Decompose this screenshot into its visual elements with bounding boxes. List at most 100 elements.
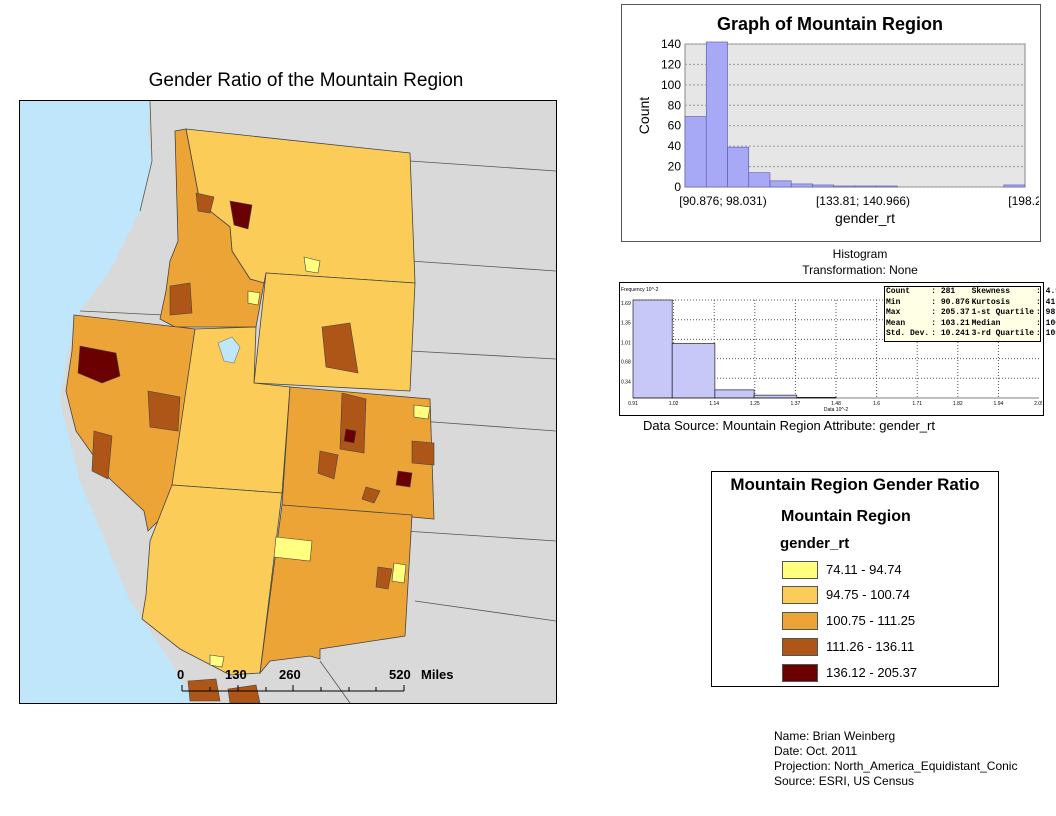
x-axis-label: Data 10^-2	[824, 407, 849, 413]
stat-cell: 1-st Quartile	[971, 308, 1035, 317]
legend-title: Mountain Region Gender Ratio	[730, 475, 980, 494]
stat-cell: : 10.241	[931, 329, 970, 338]
state-arizona	[141, 484, 283, 676]
stat-cell: Kurtosis	[971, 297, 1011, 307]
data-source: Data Source: Mountain Region Attribute: …	[643, 418, 935, 433]
y-tick-label: 140	[661, 37, 681, 51]
histogram-bar	[714, 389, 755, 399]
stat-cell: Median	[971, 318, 1001, 328]
map-title: Gender Ratio of the Mountain Region	[148, 70, 464, 91]
x-tick-label: 1.82	[953, 401, 963, 407]
stat-cell: 3-rd Quartile	[971, 329, 1035, 338]
stat-cell: : 105.01	[1036, 329, 1056, 338]
x-tick-label: 1.6	[873, 401, 880, 407]
x-tick-label: [133.81; 140.966)	[816, 194, 910, 208]
stat-cell: Std. Dev.	[886, 329, 930, 338]
legend-item-label: 111.26 - 136.11	[826, 639, 915, 654]
legend: Mountain Region Gender Ratio Mountain Re…	[711, 471, 999, 687]
y-tick-label: 1.35	[621, 321, 631, 327]
legend-item-label: 94.75 - 100.74	[826, 587, 910, 602]
great-salt-lake	[217, 336, 241, 364]
legend-swatch	[782, 664, 818, 682]
histogram-bar	[671, 343, 716, 399]
credit-source: Source: ESRI, US Census	[774, 774, 915, 788]
histogram-title: Graph of Mountain Region	[717, 14, 943, 34]
y-tick-label: 120	[661, 57, 681, 71]
histogram-bar	[748, 172, 771, 188]
stat-cell: : 100.82	[1036, 318, 1056, 328]
y-tick-label: 0.34	[621, 379, 631, 385]
x-tick-label: 1.48	[831, 401, 841, 407]
stat-row: Max: 205.371-st Quartile: 98.052	[885, 308, 1056, 319]
statistics-box: Count: 281 Skewness: 4.9025 Min: 90.876Kur…	[884, 286, 1056, 342]
y-axis-label: Count	[636, 97, 652, 134]
stat-cell: Skewness	[971, 287, 1011, 296]
x-tick-label: 1.37	[791, 401, 801, 407]
legend-item-label: 74.11 - 94.74	[826, 562, 902, 577]
histogram-bar	[705, 41, 728, 188]
y-tick-label: 1.69	[621, 301, 631, 307]
stat-cell: : 98.052	[1036, 308, 1056, 317]
histogram-chart: 0 20 40 60 80 100 120 140 Count [90.876; 98.031) […	[636, 37, 1039, 226]
y-axis-label: Frequency 10^-2	[621, 287, 659, 293]
x-tick-label: 0.91	[628, 401, 638, 407]
x-tick-label: [90.876; 98.031)	[679, 194, 766, 208]
scale-unit: Miles	[421, 667, 454, 682]
stat-cell: : 205.37	[931, 308, 970, 317]
x-tick-label: 1.94	[994, 401, 1004, 407]
x-tick-label: 1.02	[669, 401, 679, 407]
transformation-label: Transformation: None	[802, 263, 918, 277]
scale-tick-260: 260	[279, 667, 301, 682]
x-tick-label: 2.05	[1034, 401, 1042, 407]
histogram-bar	[790, 183, 813, 188]
credit-name: Name: Brian Weinberg	[774, 729, 896, 743]
legend-item-label: 136.12 - 205.37	[826, 665, 918, 680]
histogram-subtitle: Histogram	[832, 247, 888, 261]
y-tick-label: 20	[668, 160, 682, 174]
frequency-histogram-chart: 0.91 1.02 1.14 1.25 1.37 1.48 1.6 1.71 1.82 1.94 2…	[621, 287, 1042, 413]
y-tick-label: 100	[661, 78, 681, 92]
stat-cell: : 90.876	[931, 297, 970, 307]
x-tick-label: 1.71	[912, 401, 922, 407]
legend-swatch	[782, 561, 818, 579]
county-highlights	[77, 192, 435, 703]
stat-cell: Count	[886, 287, 911, 296]
map-frame: 0 130 260 520 Miles	[19, 100, 557, 704]
pacific-ocean	[20, 101, 195, 703]
histogram-bar	[753, 394, 798, 399]
legend-item-label: 100.75 - 111.25	[826, 613, 916, 628]
state-new-mexico	[259, 504, 413, 675]
choropleth-map	[20, 101, 556, 703]
y-tick-label: 40	[668, 139, 682, 153]
histogram-bar	[727, 146, 750, 188]
legend-swatch	[782, 586, 818, 604]
legend-swatch	[782, 612, 818, 630]
y-tick-label: 0.68	[621, 360, 631, 366]
histogram-bar	[875, 185, 898, 188]
histogram-bar	[854, 185, 877, 188]
scale-tick-130: 130	[225, 667, 247, 682]
scale-bar	[181, 685, 405, 692]
histogram-bar	[833, 185, 856, 188]
y-tick-label: 1.01	[621, 340, 631, 346]
legend-swatch	[782, 638, 818, 656]
histogram-bar	[769, 180, 792, 188]
x-tick-label: 1.25	[750, 401, 760, 407]
stat-cell: : 103.21	[931, 318, 970, 328]
stat-cell: : 4.9025	[1036, 287, 1056, 296]
credit-projection: Projection: North_America_Equidistant_Co…	[774, 759, 1018, 773]
state-colorado	[281, 386, 435, 520]
stat-cell: Mean	[886, 318, 906, 328]
legend-field: gender_rt	[780, 535, 850, 552]
x-tick-label: 1.14	[709, 401, 719, 407]
credit-date: Date: Oct. 2011	[774, 744, 858, 758]
legend-layer: Mountain Region	[781, 508, 911, 525]
histogram-bar	[812, 184, 835, 188]
x-tick-label: [198.212; 205	[1008, 194, 1039, 208]
credits: Name: Brian Weinberg Date: Oct. 2011 Pro…	[774, 729, 1017, 789]
scale-tick-520: 520	[389, 667, 411, 682]
histogram-bar	[632, 299, 673, 399]
